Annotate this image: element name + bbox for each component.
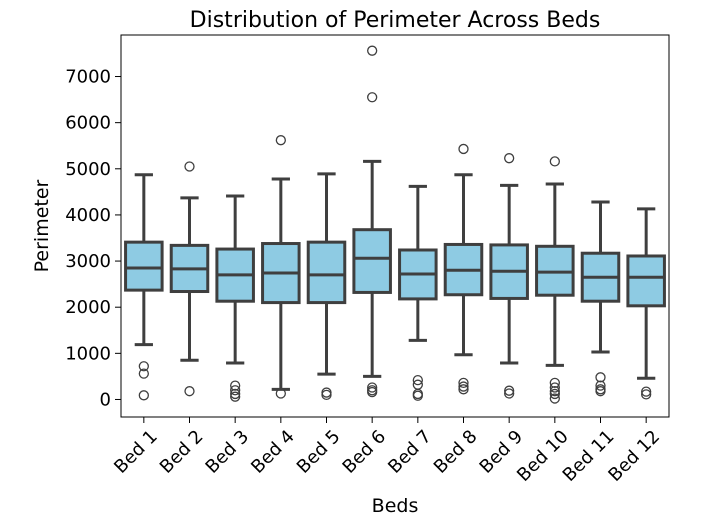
outlier-point — [367, 382, 378, 393]
outlier-point — [412, 390, 423, 401]
outlier-point — [595, 372, 606, 383]
outlier-point — [504, 153, 515, 164]
box-group-9 — [489, 153, 529, 399]
outlier-point — [504, 385, 515, 396]
outlier-point — [549, 156, 560, 167]
y-tick-label: 2000 — [65, 297, 111, 318]
outlier-point — [504, 388, 515, 399]
box-group-10 — [535, 156, 575, 404]
outlier-point — [230, 380, 241, 391]
x-tick-label: Bed 1 — [110, 426, 162, 478]
outlier-point — [275, 388, 286, 399]
x-tick-label: Bed 6 — [339, 426, 391, 478]
outlier-point — [458, 377, 469, 389]
outlier-point — [549, 377, 560, 389]
y-tick-label: 0 — [100, 389, 111, 410]
y-tick-label: 4000 — [65, 205, 111, 226]
box-group-4 — [261, 135, 301, 399]
outlier-point — [138, 361, 149, 372]
box-iqr — [352, 228, 392, 294]
box-iqr — [306, 240, 347, 305]
x-tick-label: Bed 2 — [156, 426, 208, 478]
x-tick-label: Bed 8 — [430, 426, 482, 478]
box-iqr — [626, 254, 666, 308]
outlier-point — [184, 386, 195, 397]
x-tick-label: Bed 7 — [384, 426, 436, 478]
outlier-point — [641, 389, 652, 400]
outlier-point — [230, 388, 241, 400]
outlier-point — [275, 135, 286, 146]
box-group-1 — [124, 173, 164, 401]
x-tick-label: Bed 3 — [202, 426, 254, 478]
x-axis-label: Beds — [372, 495, 419, 517]
outlier-point — [321, 389, 332, 401]
box-group-8 — [443, 143, 484, 395]
outlier-point — [458, 384, 469, 395]
box-group-7 — [398, 184, 438, 401]
outlier-point — [412, 374, 423, 386]
outlier-point — [367, 386, 378, 398]
y-tick-label: 7000 — [65, 67, 111, 88]
plot-area-frame — [120, 34, 670, 418]
x-tick-label: Bed 12 — [604, 426, 664, 486]
x-tick-label: Bed 5 — [293, 426, 345, 478]
y-tick-label: 5000 — [65, 159, 111, 180]
outlier-point — [230, 385, 241, 396]
box-group-12 — [626, 207, 666, 400]
box-group-5 — [306, 172, 347, 401]
outlier-point — [367, 92, 378, 103]
chart-title: Distribution of Perimeter Across Beds — [190, 8, 601, 33]
box-group-3 — [215, 194, 255, 402]
box-group-11 — [580, 200, 621, 397]
outlier-point — [367, 45, 378, 56]
outlier-point — [458, 143, 469, 155]
box-iqr — [124, 240, 164, 292]
outlier-point — [641, 386, 652, 397]
outlier-point — [230, 391, 241, 402]
y-axis: 0 1000 2000 3000 4000 5000 6000 7000 — [65, 67, 121, 410]
outlier-point — [184, 161, 195, 172]
y-tick-label: 6000 — [65, 113, 111, 134]
outlier-point — [549, 388, 560, 400]
outlier-point — [458, 381, 469, 392]
y-axis-label: Perimeter — [31, 179, 53, 272]
x-tick-label: Bed 4 — [247, 426, 299, 478]
outlier-point — [595, 386, 606, 397]
plot-layer — [124, 45, 666, 404]
outlier-point — [595, 380, 606, 391]
y-tick-label: 1000 — [65, 343, 111, 364]
y-tick-label: 3000 — [65, 251, 111, 272]
box-group-2 — [169, 161, 210, 397]
box-group-6 — [352, 45, 392, 398]
outlier-point — [138, 368, 149, 379]
outlier-point — [549, 386, 560, 397]
outlier-point — [138, 390, 149, 401]
outlier-point — [549, 393, 560, 404]
outlier-point — [549, 382, 560, 393]
